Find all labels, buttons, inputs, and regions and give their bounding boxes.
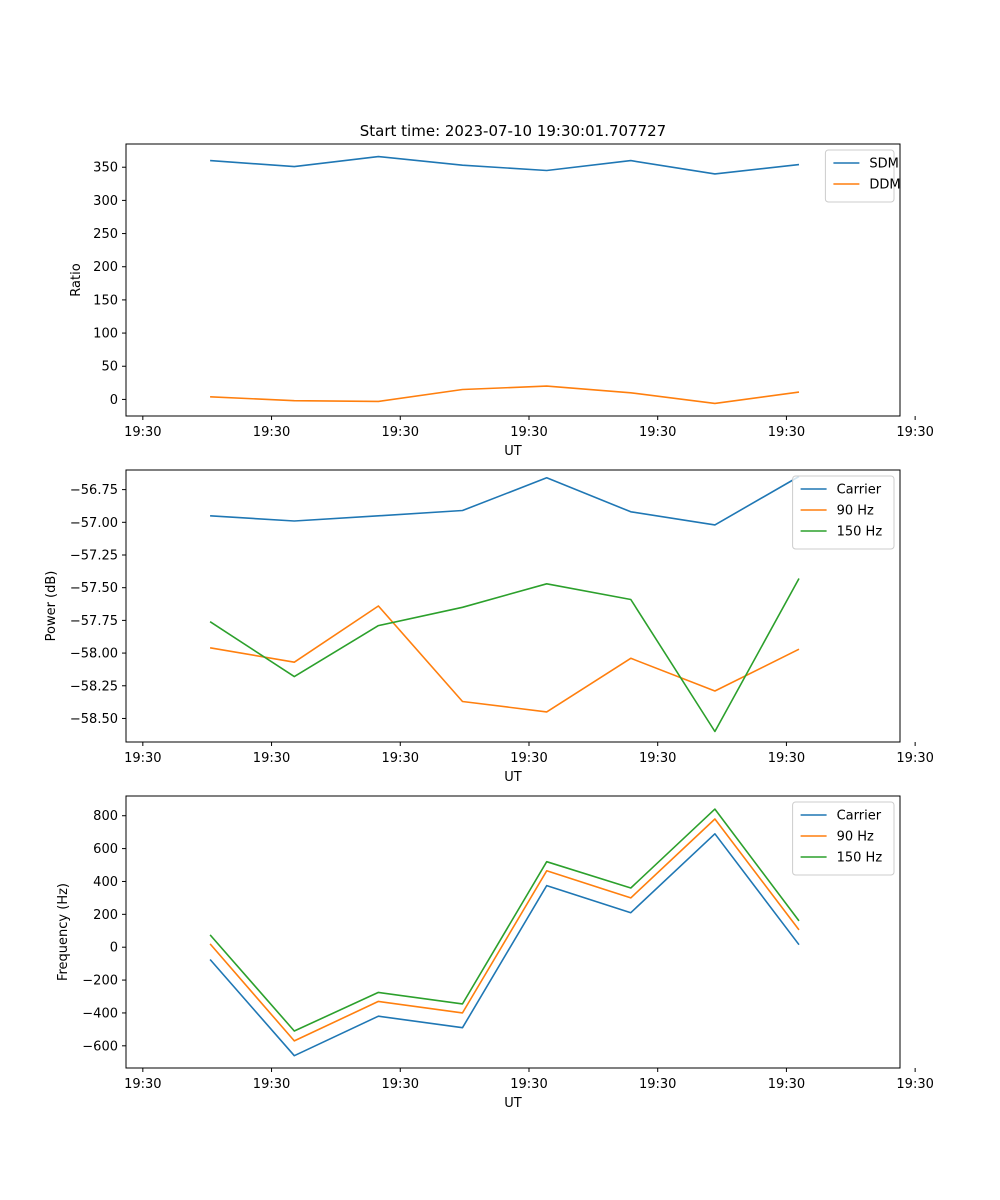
frequency-x-tick-label: 19:30 xyxy=(253,1077,290,1092)
frequency-x-tick-label: 19:30 xyxy=(896,1077,933,1092)
power-series-carrier-line xyxy=(210,475,800,526)
power-y-tick-label: −57.75 xyxy=(70,614,118,629)
frequency-series-90-hz-line xyxy=(209,818,800,1042)
power-y-tick-label: −56.75 xyxy=(70,483,118,498)
ratio-x-tick-label: 19:30 xyxy=(510,425,547,440)
ratio-y-tick-label: 50 xyxy=(101,360,118,375)
frequency-legend-label-90-hz: 90 Hz xyxy=(837,830,874,845)
frequency-y-tick-label: −400 xyxy=(82,1006,118,1021)
ratio-y-tick-label: 250 xyxy=(93,227,118,242)
frequency-x-tick-label: 19:30 xyxy=(510,1077,547,1092)
frequency-legend-label-150-hz: 150 Hz xyxy=(837,851,883,866)
frequency-x-tick-label: 19:30 xyxy=(124,1077,161,1092)
frequency-y-tick-label: 200 xyxy=(93,908,118,923)
power-axes-frame xyxy=(125,469,901,743)
frequency-series-carrier-line xyxy=(209,832,800,1057)
power-y-tick-label: −57.25 xyxy=(70,549,118,564)
power-legend-label-90-hz: 90 Hz xyxy=(837,504,874,519)
power-x-tick-label: 19:30 xyxy=(510,751,547,766)
power-y-tick-label: −58.00 xyxy=(70,647,118,662)
frequency-x-axis-label: UT xyxy=(504,1096,522,1111)
frequency-y-tick-label: −200 xyxy=(82,974,118,989)
ratio-x-tick-label: 19:30 xyxy=(124,425,161,440)
frequency-x-tick-label: 19:30 xyxy=(768,1077,805,1092)
ratio-x-tick-label: 19:30 xyxy=(896,425,933,440)
power-x-tick-label: 19:30 xyxy=(639,751,676,766)
ratio-x-tick-label: 19:30 xyxy=(382,425,419,440)
frequency-series-150-hz-line xyxy=(209,808,800,1032)
power-series-150-hz-line xyxy=(209,578,800,733)
ratio-y-tick-label: 300 xyxy=(93,194,118,209)
ratio-y-tick-label: 350 xyxy=(93,161,118,176)
frequency-x-tick-label: 19:30 xyxy=(639,1077,676,1092)
frequency-y-tick-label: −600 xyxy=(82,1039,118,1054)
power-y-tick-label: −58.25 xyxy=(70,679,118,694)
power-legend: Carrier 90 Hz 150 Hz xyxy=(792,475,895,550)
power-series-90-hz-line xyxy=(209,605,800,713)
ratio-y-axis-label: Ratio xyxy=(69,263,84,296)
power-y-tick-label: −57.50 xyxy=(70,581,118,596)
power-x-tick-label: 19:30 xyxy=(253,751,290,766)
subplot-panels: 19:30 19:30 19:30 19:30 19:30 19:30 19:30 0 50 10… xyxy=(44,143,934,1111)
ratio-y-tick-label: 200 xyxy=(93,260,118,275)
ratio-x-tick-label: 19:30 xyxy=(253,425,290,440)
frequency-y-tick-label: 0 xyxy=(110,941,118,956)
power-legend-label-150-hz: 150 Hz xyxy=(837,525,883,540)
figure-title: Start time: 2023-07-10 19:30:01.707727 xyxy=(360,122,666,140)
ratio-series-sdm-line xyxy=(210,155,800,175)
frequency-axes-frame xyxy=(125,795,901,1069)
ratio-legend-label-sdm: SDM xyxy=(869,157,898,172)
frequency-y-tick-label: 800 xyxy=(93,809,118,824)
ratio-y-tick-label: 150 xyxy=(93,293,118,308)
frequency-y-axis-label: Frequency (Hz) xyxy=(56,883,71,981)
ratio-legend: SDM DDM xyxy=(824,149,901,203)
frequency-panel: 19:30 19:30 19:30 19:30 19:30 19:30 19:30 −600 −… xyxy=(56,795,934,1111)
ratio-x-tick-label: 19:30 xyxy=(768,425,805,440)
power-y-axis-label: Power (dB) xyxy=(44,571,59,642)
power-x-tick-label: 19:30 xyxy=(896,751,933,766)
power-x-axis-label: UT xyxy=(504,770,522,785)
power-x-tick-label: 19:30 xyxy=(382,751,419,766)
frequency-y-tick-label: 600 xyxy=(93,842,118,857)
power-y-tick-label: −58.50 xyxy=(70,712,118,727)
ratio-series-ddm-line xyxy=(210,385,800,405)
ratio-y-tick-label: 100 xyxy=(93,327,118,342)
ratio-x-tick-label: 19:30 xyxy=(639,425,676,440)
power-x-tick-label: 19:30 xyxy=(124,751,161,766)
ratio-legend-label-ddm: DDM xyxy=(869,178,900,193)
power-legend-label-carrier: Carrier xyxy=(837,483,882,498)
power-x-tick-label: 19:30 xyxy=(768,751,805,766)
ratio-x-axis-label: UT xyxy=(504,444,522,459)
frequency-y-tick-label: 400 xyxy=(93,875,118,890)
ratio-y-tick-label: 0 xyxy=(110,393,118,408)
power-y-tick-label: −57.00 xyxy=(70,516,118,531)
ratio-panel: 19:30 19:30 19:30 19:30 19:30 19:30 19:30 0 50 10… xyxy=(69,143,934,459)
ratio-axes-frame xyxy=(125,143,901,417)
power-panel: 19:30 19:30 19:30 19:30 19:30 19:30 19:30 −58.5… xyxy=(44,469,934,785)
frequency-x-tick-label: 19:30 xyxy=(382,1077,419,1092)
frequency-legend: Carrier 90 Hz 150 Hz xyxy=(792,801,895,876)
frequency-legend-label-carrier: Carrier xyxy=(837,809,882,824)
